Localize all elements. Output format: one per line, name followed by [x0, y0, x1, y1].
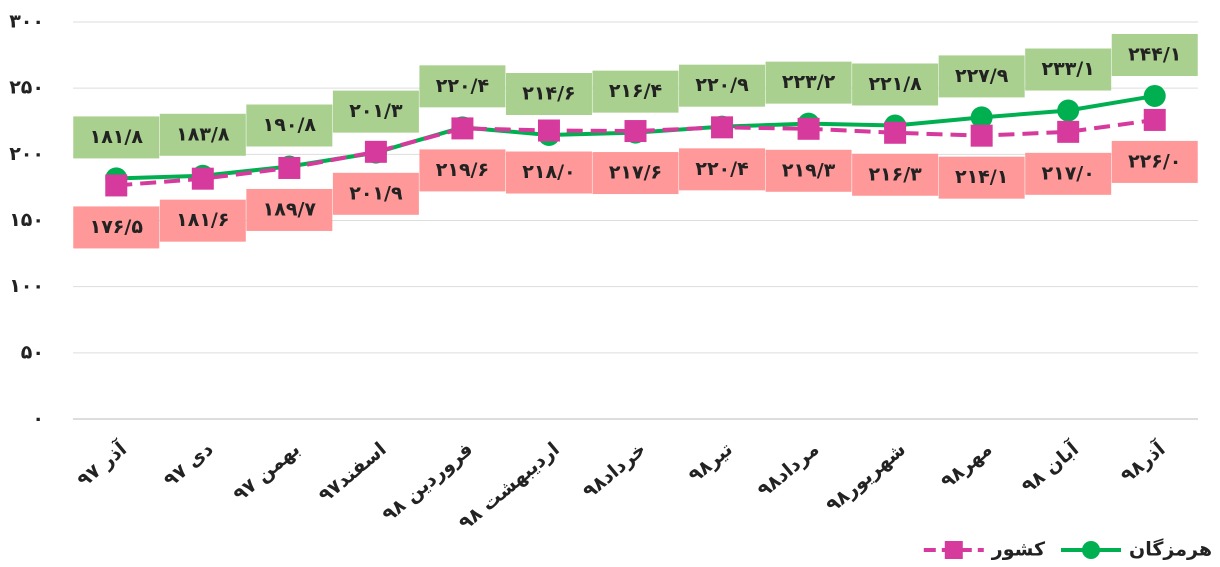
- data-label: ۱۹۰/۸: [263, 114, 317, 136]
- y-tick-label: ۱۰۰: [9, 275, 44, 297]
- data-label-box: [852, 63, 939, 106]
- marker: [624, 120, 647, 143]
- data-label: ۲۱۶/۴: [609, 80, 662, 102]
- marker: [1143, 108, 1166, 131]
- data-label: ۲۱۶/۳: [868, 163, 922, 185]
- data-label-box: [505, 73, 592, 116]
- y-tick-label: ۱۵۰: [9, 209, 44, 231]
- marker: [970, 124, 993, 147]
- data-label-box: [419, 149, 506, 192]
- marker: [191, 167, 214, 190]
- marker: [711, 116, 734, 139]
- marker: [537, 119, 560, 142]
- data-label-box: [1025, 152, 1112, 195]
- x-tick-label: آذر۹۸: [1115, 436, 1169, 487]
- y-tick-label: ۰: [32, 408, 44, 430]
- marker: [451, 117, 474, 140]
- data-label: ۱۸۱/۶: [176, 209, 229, 231]
- marker: [884, 121, 907, 144]
- x-tick-label: بهمن ۹۷: [229, 438, 304, 506]
- data-label: ۲۱۹/۶: [436, 159, 489, 181]
- x-tick-label: شهریور۹۸: [822, 438, 910, 517]
- data-label: ۲۲۰/۴: [436, 75, 489, 97]
- data-label-box: [159, 113, 246, 156]
- data-label: ۲۱۷/۰: [1042, 162, 1095, 184]
- legend-marker: [1082, 541, 1101, 559]
- data-label-box: [765, 61, 852, 104]
- data-label: ۲۴۴/۱: [1128, 43, 1181, 65]
- x-tick-label: آبان ۹۸: [1016, 436, 1083, 498]
- data-label: ۲۰۱/۳: [349, 100, 403, 122]
- marker: [1057, 99, 1080, 122]
- data-label-box: [1025, 48, 1112, 91]
- data-label-box: [73, 116, 160, 159]
- data-label-box: [505, 151, 592, 194]
- marker: [1143, 84, 1166, 107]
- data-label-box: [938, 55, 1025, 98]
- x-tick-label: مرداد۹۸: [753, 438, 823, 502]
- marker: [364, 140, 387, 163]
- data-label-box: [1111, 33, 1198, 76]
- x-tick-label: اسفند۹۷: [315, 438, 391, 507]
- marker: [105, 174, 128, 197]
- legend-label: هرمزگان: [1129, 538, 1212, 561]
- data-label-box: [592, 152, 679, 195]
- data-label-box: [73, 206, 160, 249]
- data-label-box: [419, 65, 506, 108]
- y-tick-label: ۳۰۰: [9, 11, 44, 33]
- data-label: ۱۸۳/۸: [176, 123, 230, 145]
- data-label: ۲۲۰/۴: [695, 158, 748, 180]
- data-label-box: [159, 199, 246, 242]
- y-tick-label: ۲۰۰: [9, 143, 44, 165]
- data-label-box: [852, 153, 939, 196]
- x-tick-label: مهر۹۸: [937, 438, 997, 493]
- data-label: ۲۳۳/۱: [1042, 58, 1095, 80]
- data-label: ۲۲۳/۲: [782, 71, 836, 93]
- x-tick-label: آذر ۹۷: [72, 436, 131, 491]
- marker: [970, 106, 993, 129]
- data-label-box: [246, 104, 333, 147]
- marker: [1057, 120, 1080, 143]
- x-tick-label: تیر۹۸: [684, 438, 736, 487]
- x-tick-label: دی ۹۷: [160, 438, 218, 492]
- data-label: ۲۱۴/۶: [522, 83, 575, 105]
- data-label: ۲۱۹/۳: [782, 159, 836, 181]
- data-label: ۲۲۷/۹: [955, 65, 1009, 87]
- x-tick-label: خرداد۹۸: [579, 438, 650, 503]
- legend-marker: [944, 541, 963, 559]
- data-label-box: [246, 188, 333, 231]
- data-label: ۱۷۶/۵: [90, 216, 144, 238]
- data-label-box: [765, 149, 852, 192]
- legend-label: کشور: [991, 539, 1046, 561]
- data-label: ۲۱۷/۶: [609, 162, 662, 184]
- data-label-box: [332, 90, 419, 133]
- data-label: ۲۲۱/۸: [868, 73, 922, 95]
- data-label: ۲۲۶/۰: [1128, 150, 1181, 172]
- data-label: ۱۸۱/۸: [90, 126, 144, 148]
- data-label: ۲۱۸/۰: [522, 161, 575, 183]
- data-label-box: [679, 64, 766, 107]
- y-tick-label: ۵۰: [21, 341, 44, 363]
- data-label-box: [332, 172, 419, 215]
- data-label: ۲۱۴/۱: [955, 166, 1008, 188]
- data-label-box: [938, 156, 1025, 199]
- data-label-box: [1111, 140, 1198, 183]
- marker: [278, 156, 301, 179]
- data-label-box: [592, 70, 679, 113]
- data-label: ۲۰۱/۹: [349, 182, 403, 204]
- data-label-box: [679, 148, 766, 191]
- marker: [797, 117, 820, 140]
- data-label: ۱۸۹/۷: [263, 198, 317, 220]
- y-tick-label: ۲۵۰: [9, 77, 44, 99]
- data-label: ۲۲۰/۹: [695, 74, 749, 96]
